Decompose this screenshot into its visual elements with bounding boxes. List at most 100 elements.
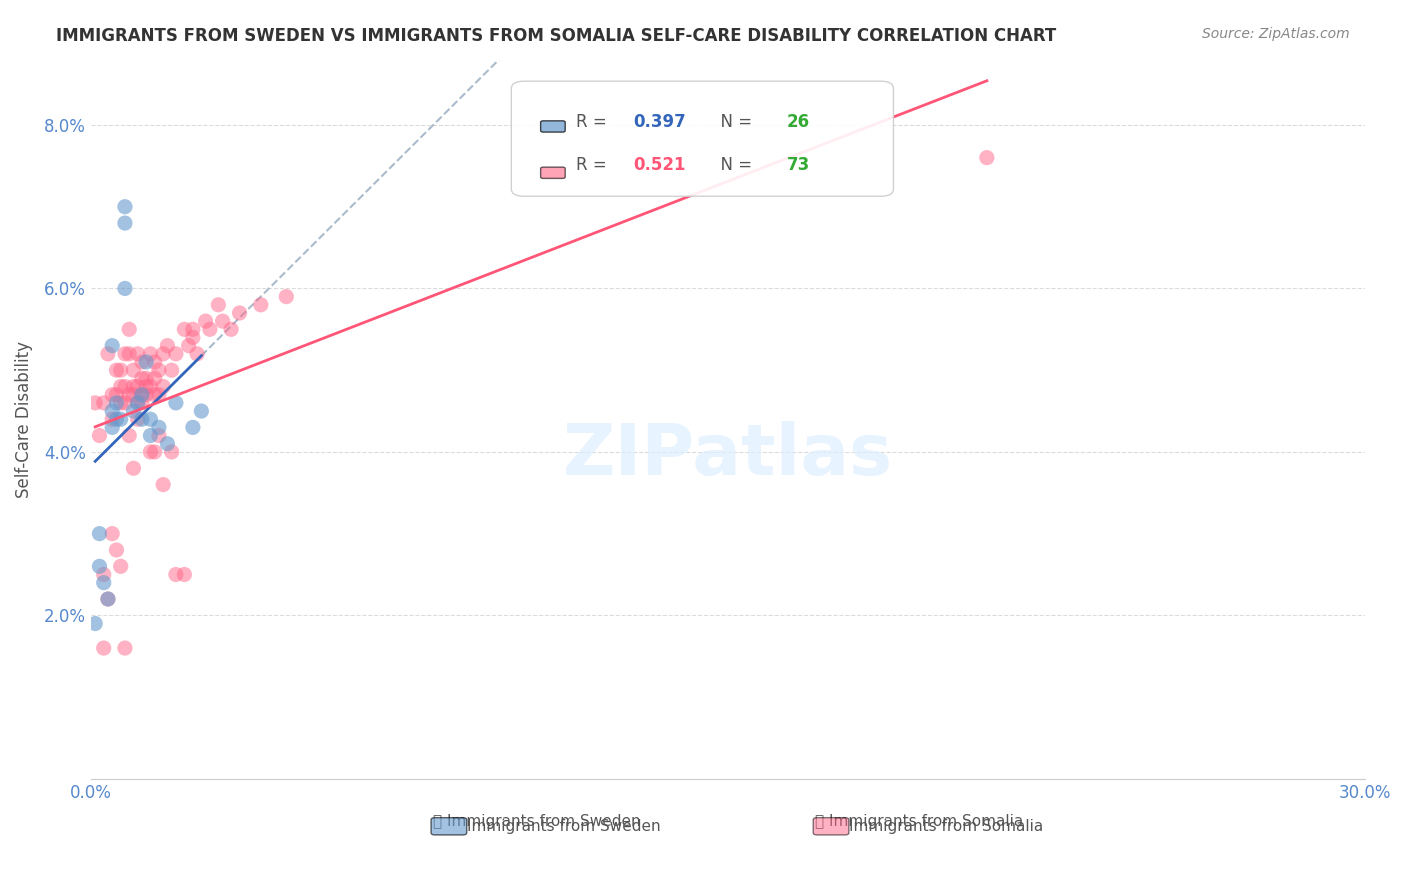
Point	[160, 363, 183, 377]
Point	[118, 322, 141, 336]
Point	[131, 412, 153, 426]
Point	[122, 461, 145, 475]
Point	[143, 355, 166, 369]
Point	[228, 306, 250, 320]
FancyBboxPatch shape	[432, 818, 467, 835]
Point	[207, 298, 229, 312]
Point	[114, 396, 136, 410]
Point	[118, 347, 141, 361]
Point	[93, 567, 115, 582]
Point	[101, 420, 124, 434]
Point	[131, 355, 153, 369]
Point	[114, 641, 136, 656]
FancyBboxPatch shape	[813, 818, 849, 835]
Point	[131, 396, 153, 410]
Text: Source: ZipAtlas.com: Source: ZipAtlas.com	[1202, 27, 1350, 41]
Text: N =: N =	[710, 112, 758, 130]
Point	[105, 387, 128, 401]
Text: ⬜ Immigrants from Sweden: ⬜ Immigrants from Sweden	[433, 814, 641, 830]
Point	[110, 363, 132, 377]
Point	[152, 347, 174, 361]
Point	[160, 445, 183, 459]
Point	[101, 404, 124, 418]
Point	[276, 290, 298, 304]
FancyBboxPatch shape	[541, 167, 565, 178]
Point	[181, 420, 204, 434]
Point	[101, 387, 124, 401]
Point	[173, 567, 195, 582]
Point	[89, 526, 111, 541]
Text: IMMIGRANTS FROM SWEDEN VS IMMIGRANTS FROM SOMALIA SELF-CARE DISABILITY CORRELATI: IMMIGRANTS FROM SWEDEN VS IMMIGRANTS FRO…	[56, 27, 1056, 45]
Point	[101, 412, 124, 426]
Point	[122, 404, 145, 418]
Point	[152, 379, 174, 393]
Point	[135, 379, 157, 393]
Point	[93, 575, 115, 590]
Y-axis label: Self-Care Disability: Self-Care Disability	[15, 341, 32, 498]
Point	[101, 339, 124, 353]
Point	[127, 347, 149, 361]
Point	[139, 347, 162, 361]
Point	[105, 363, 128, 377]
Point	[181, 330, 204, 344]
Point	[219, 322, 242, 336]
Point	[173, 322, 195, 336]
Point	[93, 641, 115, 656]
Point	[84, 396, 107, 410]
Point	[194, 314, 217, 328]
Point	[127, 396, 149, 410]
Point	[97, 592, 120, 607]
Point	[135, 387, 157, 401]
Point	[148, 363, 170, 377]
Point	[89, 428, 111, 442]
Point	[105, 396, 128, 410]
Point	[101, 526, 124, 541]
Point	[198, 322, 221, 336]
Point	[110, 379, 132, 393]
Point	[89, 559, 111, 574]
Point	[97, 347, 120, 361]
Point	[177, 339, 200, 353]
Point	[93, 396, 115, 410]
Point	[118, 387, 141, 401]
Point	[139, 445, 162, 459]
Point	[110, 412, 132, 426]
Text: ZIPatlas: ZIPatlas	[562, 421, 893, 490]
Text: ⬜ Immigrants from Somalia: ⬜ Immigrants from Somalia	[815, 814, 1024, 830]
Point	[131, 387, 153, 401]
Point	[249, 298, 271, 312]
Point	[181, 322, 204, 336]
Text: 0.397: 0.397	[634, 112, 686, 130]
Text: Immigrants from Sweden: Immigrants from Sweden	[467, 819, 661, 834]
Point	[114, 379, 136, 393]
Text: 73: 73	[786, 156, 810, 174]
Point	[131, 371, 153, 385]
Text: R =: R =	[576, 112, 612, 130]
Text: 0.521: 0.521	[634, 156, 686, 174]
Point	[148, 428, 170, 442]
Point	[143, 371, 166, 385]
Point	[131, 387, 153, 401]
Point	[105, 543, 128, 558]
Point	[114, 347, 136, 361]
Point	[135, 371, 157, 385]
Point	[122, 379, 145, 393]
Point	[211, 314, 233, 328]
Point	[127, 396, 149, 410]
Text: Immigrants from Somalia: Immigrants from Somalia	[849, 819, 1043, 834]
Point	[105, 412, 128, 426]
Point	[127, 412, 149, 426]
FancyBboxPatch shape	[541, 120, 565, 132]
Point	[97, 592, 120, 607]
Point	[152, 477, 174, 491]
Point	[127, 379, 149, 393]
Text: 26: 26	[786, 112, 810, 130]
Text: N =: N =	[710, 156, 758, 174]
Point	[186, 347, 208, 361]
Point	[139, 379, 162, 393]
Point	[190, 404, 212, 418]
Point	[122, 363, 145, 377]
Point	[143, 445, 166, 459]
Point	[114, 200, 136, 214]
Point	[976, 151, 998, 165]
